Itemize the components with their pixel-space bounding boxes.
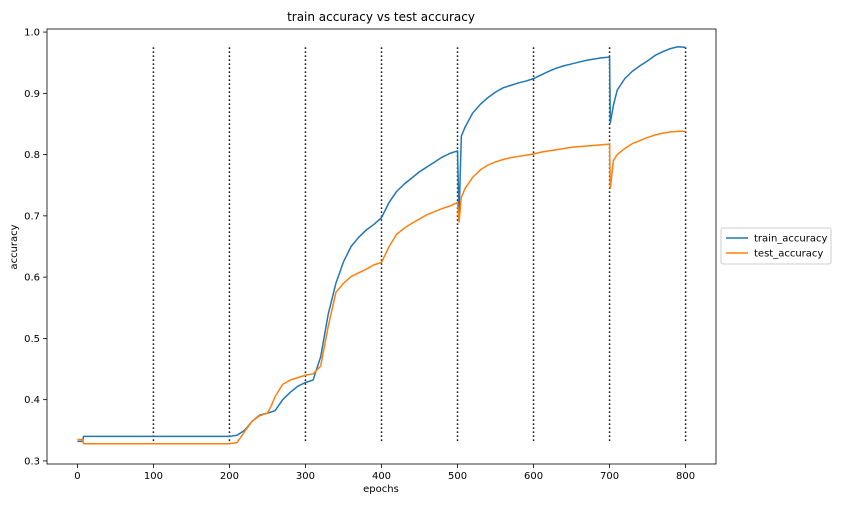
plot-area: 0 100 200 300 400 500 600 700 800 0.3 0.4 0.5 0.6 0.7…	[24, 28, 717, 482]
x-tick-label: 0	[74, 471, 80, 482]
y-tick-label: 0.5	[24, 334, 40, 345]
x-tick-label: 100	[144, 471, 163, 482]
x-tick-label: 400	[372, 471, 391, 482]
x-tick-label: 200	[220, 471, 239, 482]
x-tick-label: 600	[524, 471, 543, 482]
x-axis-label: epochs	[363, 484, 399, 495]
y-tick-label: 0.3	[24, 456, 40, 467]
y-tick-label: 0.8	[24, 150, 40, 161]
chart-title: train accuracy vs test accuracy	[287, 10, 475, 24]
series-line-test-accuracy	[77, 130, 686, 445]
x-tick-label: 700	[600, 471, 619, 482]
y-tick-label: 0.9	[24, 89, 40, 100]
legend-label-train: train_accuracy	[754, 234, 827, 245]
series-line-train-accuracy	[77, 46, 686, 443]
y-tick-label: 0.4	[24, 395, 40, 406]
x-tick-label: 800	[676, 471, 695, 482]
y-axis-label: accuracy	[9, 224, 20, 269]
legend-label-test: test_accuracy	[754, 249, 823, 260]
y-tick-label: 0.6	[24, 273, 40, 284]
y-tick-label: 1.0	[24, 28, 40, 39]
x-tick-label: 300	[296, 471, 315, 482]
legend: train_accuracy test_accuracy	[720, 227, 832, 265]
x-tick-label: 500	[448, 471, 467, 482]
y-tick-label: 0.7	[24, 211, 40, 222]
legend-frame	[720, 227, 832, 265]
